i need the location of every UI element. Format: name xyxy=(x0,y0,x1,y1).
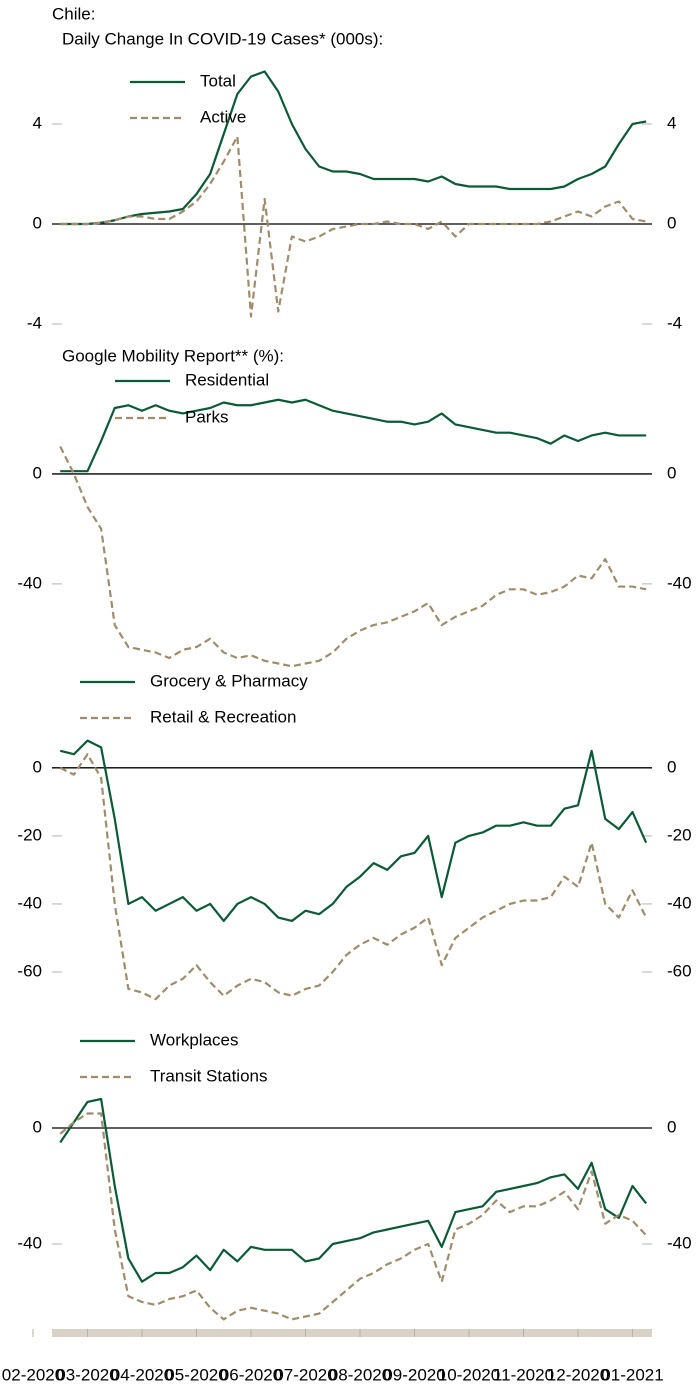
y-tick-label-right: -40 xyxy=(667,893,692,912)
y-tick-label: -60 xyxy=(17,961,42,980)
y-tick-label-right: 0 xyxy=(667,463,676,482)
y-tick-label: 0 xyxy=(33,1117,42,1136)
y-tick-label: 4 xyxy=(33,113,42,132)
x-tick-label: 12-2020 xyxy=(547,1365,609,1384)
legend-label: Residential xyxy=(185,370,269,389)
x-tick-label: 03-2020 xyxy=(56,1365,118,1384)
x-tick-label: 09-2020 xyxy=(383,1365,445,1384)
x-tick-label: 05-2020 xyxy=(165,1365,227,1384)
legend-label: Transit Stations xyxy=(150,1066,267,1085)
chart-subtitle: Daily Change In COVID-19 Cases* (000s): xyxy=(62,29,383,48)
legend-label: Parks xyxy=(185,407,228,426)
y-tick-label: 0 xyxy=(33,213,42,232)
y-tick-label-right: -40 xyxy=(667,573,692,592)
series-line xyxy=(59,739,648,923)
y-tick-label-right: -40 xyxy=(667,1233,692,1252)
y-tick-label-right: -60 xyxy=(667,961,692,980)
series-line xyxy=(60,70,647,226)
y-tick-label: -40 xyxy=(17,893,42,912)
y-tick-label-right: 0 xyxy=(667,1117,676,1136)
y-tick-label-right: 4 xyxy=(667,113,676,132)
x-tick-label: 07-2020 xyxy=(274,1365,336,1384)
x-tick-label: 08-2020 xyxy=(329,1365,391,1384)
x-tick-label: 06-2020 xyxy=(220,1365,282,1384)
x-tick-label: 10-2020 xyxy=(438,1365,500,1384)
x-tick-label: 11-2020 xyxy=(493,1365,554,1384)
series-line xyxy=(60,135,647,318)
legend-label: Total xyxy=(200,71,236,90)
y-tick-label: -20 xyxy=(17,825,42,844)
y-tick-label-right: -4 xyxy=(667,313,682,332)
y-tick-label-right: 0 xyxy=(667,757,676,776)
series-line xyxy=(60,398,647,473)
x-axis-bar xyxy=(52,1329,652,1337)
chart-title: Chile: xyxy=(52,4,95,23)
series-line xyxy=(59,753,648,1001)
y-tick-label: -40 xyxy=(17,573,42,592)
y-tick-label: 0 xyxy=(33,463,42,482)
y-tick-label: -4 xyxy=(27,313,42,332)
legend-label: Retail & Recreation xyxy=(150,707,296,726)
y-tick-label-right: 0 xyxy=(667,213,676,232)
y-tick-label: -40 xyxy=(17,1233,42,1252)
legend-label: Grocery & Pharmacy xyxy=(150,671,308,690)
y-tick-label: 0 xyxy=(33,757,42,776)
x-tick-label: 04-2020 xyxy=(111,1365,173,1384)
x-tick-label: 01-2021 xyxy=(601,1365,663,1384)
series-line xyxy=(59,445,647,668)
x-tick-label: 02-2020 xyxy=(2,1365,64,1384)
legend-label: Workplaces xyxy=(150,1030,239,1049)
series-line xyxy=(59,1112,647,1321)
y-tick-label-right: -20 xyxy=(667,825,692,844)
legend-label: Active xyxy=(200,107,246,126)
panel-title: Google Mobility Report** (%): xyxy=(62,346,284,365)
series-line xyxy=(59,1097,647,1283)
